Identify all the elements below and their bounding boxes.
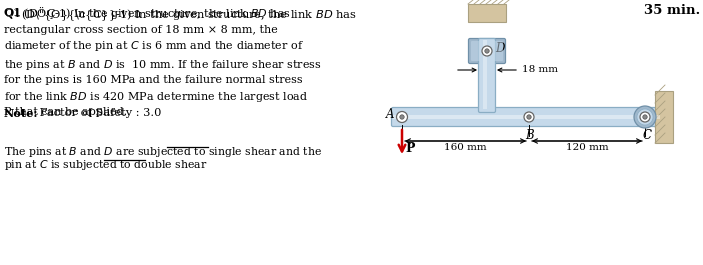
Circle shape bbox=[637, 109, 653, 125]
Circle shape bbox=[482, 46, 492, 56]
Circle shape bbox=[396, 112, 408, 122]
Text: 160 mm: 160 mm bbox=[444, 143, 486, 152]
Text: Note:: Note: bbox=[4, 108, 39, 119]
Bar bbox=[468, 4, 506, 22]
Bar bbox=[393, 115, 660, 119]
Text: B: B bbox=[524, 129, 534, 142]
Text: Factor of Safety : 3.0: Factor of Safety : 3.0 bbox=[36, 108, 162, 118]
Circle shape bbox=[485, 49, 489, 53]
FancyBboxPatch shape bbox=[468, 38, 505, 64]
Text: P: P bbox=[405, 143, 415, 156]
Text: A: A bbox=[385, 108, 394, 121]
Text: C: C bbox=[643, 129, 652, 142]
Circle shape bbox=[640, 112, 650, 122]
Circle shape bbox=[400, 115, 404, 119]
FancyBboxPatch shape bbox=[479, 38, 496, 113]
Circle shape bbox=[527, 115, 531, 119]
Bar bbox=[655, 91, 673, 143]
Text: D: D bbox=[495, 42, 504, 55]
Text: The pins at $B$ and $D$ are subjected to single shear and the: The pins at $B$ and $D$ are subjected to… bbox=[4, 145, 322, 159]
Text: Q1: Q1 bbox=[4, 7, 22, 18]
FancyBboxPatch shape bbox=[471, 41, 503, 61]
Text: pin at $C$ is subjected to double shear: pin at $C$ is subjected to double shear bbox=[4, 158, 207, 172]
Text: Q1 (DÖÇ-1) In the given structure, the link $BD$ has
rectangular cross section o: Q1 (DÖÇ-1) In the given structure, the l… bbox=[4, 4, 321, 117]
Bar bbox=[483, 40, 487, 109]
FancyBboxPatch shape bbox=[392, 108, 662, 126]
Text: 120 mm: 120 mm bbox=[566, 143, 608, 152]
Circle shape bbox=[634, 106, 656, 128]
Circle shape bbox=[643, 115, 647, 119]
Text: 18 mm: 18 mm bbox=[522, 65, 558, 74]
Circle shape bbox=[524, 112, 534, 122]
Text: 35 min.: 35 min. bbox=[644, 4, 700, 17]
Text: (D\"{O}{\c{C}}-1) In the given structure, the link $\mathit{BD}$ has: (D\"{O}{\c{C}}-1) In the given structure… bbox=[21, 7, 357, 23]
